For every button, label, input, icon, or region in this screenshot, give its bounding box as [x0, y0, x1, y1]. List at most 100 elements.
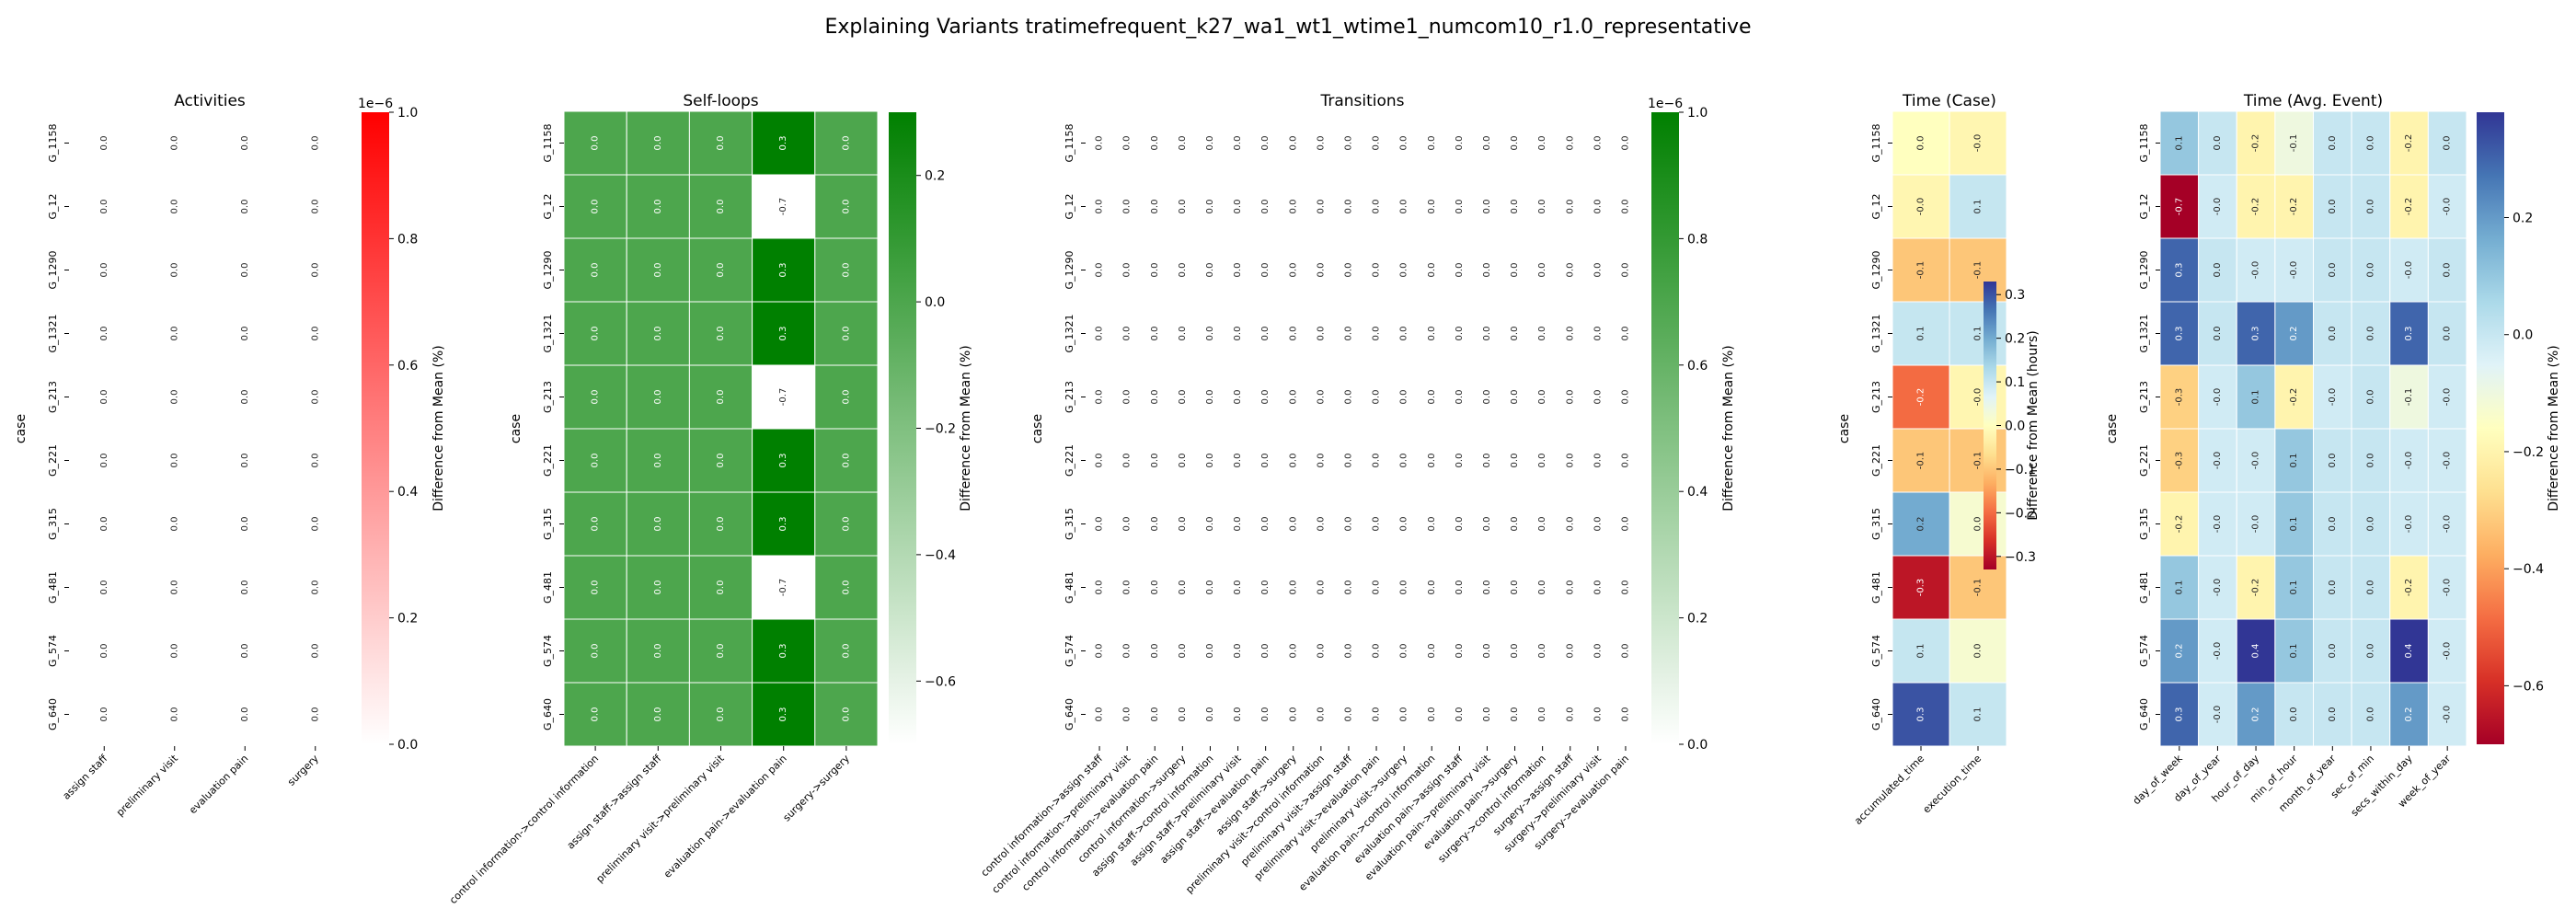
cell-label: 0.0 — [1482, 644, 1492, 659]
heatmap-cell — [1501, 555, 1530, 620]
heatmap-cell — [2427, 555, 2467, 620]
cell-label: 0.2 — [2251, 707, 2261, 722]
cell-label: 0.0 — [1510, 517, 1520, 532]
cell-label: 0.0 — [1620, 581, 1630, 595]
cell-label: 0.0 — [1482, 390, 1492, 405]
heatmap-cell — [1611, 491, 1640, 557]
heatmap-cell — [2351, 301, 2391, 366]
heatmap-cell — [1949, 110, 2007, 176]
cell-label: 0.2 — [2289, 327, 2299, 341]
cell-label: 0.0 — [99, 517, 109, 532]
cell-label: 0.0 — [240, 644, 250, 659]
cell-label: 0.0 — [841, 263, 851, 278]
heatmap-cell — [1362, 428, 1391, 493]
cell-label: -0.7 — [778, 198, 788, 216]
cell-label: 0.0 — [1593, 327, 1603, 341]
heatmap-cell — [1334, 364, 1363, 430]
heatmap-cell — [2159, 618, 2200, 684]
colorbar-tick-label: 0.6 — [397, 359, 418, 374]
heatmap-cell — [1140, 110, 1169, 176]
y-tick-label: G_1321 — [542, 314, 554, 352]
colorbar-tick-label: −0.6 — [925, 674, 956, 689]
cell-label: -0.0 — [2251, 452, 2261, 470]
cell-label: 0.0 — [2328, 581, 2338, 595]
cell-label: 0.0 — [1620, 644, 1630, 659]
cell-label: 0.4 — [2404, 644, 2414, 659]
cell-label: 0.0 — [591, 644, 601, 659]
heatmap-cell — [139, 237, 211, 303]
heatmap-cell — [626, 428, 690, 493]
cell-label: 0.0 — [1122, 200, 1133, 214]
heatmap-cell — [1417, 301, 1446, 366]
heatmap-cell — [1949, 301, 2007, 366]
heatmap-cell — [1444, 618, 1474, 684]
heatmap-cell — [1306, 618, 1336, 684]
heatmap-cell — [2274, 491, 2314, 557]
heatmap-cell — [1167, 237, 1197, 303]
cell-label: 0.0 — [1620, 263, 1630, 278]
cell-label: 0.0 — [2365, 454, 2375, 468]
cell-label: 0.0 — [841, 136, 851, 151]
cell-label: 0.0 — [841, 517, 851, 532]
cell-label: 0.0 — [240, 263, 250, 278]
cell-label: 0.0 — [310, 327, 320, 341]
cell-label: 0.0 — [1372, 200, 1382, 214]
heatmap-cell — [280, 682, 351, 747]
cell-label: 0.0 — [716, 454, 726, 468]
y-tick-label: G_12 — [2138, 193, 2150, 219]
heatmap-cell — [68, 555, 140, 620]
cell-label: 0.0 — [240, 390, 250, 405]
heatmap-cell — [1611, 301, 1640, 366]
heatmap-cell — [1501, 237, 1530, 303]
cell-label: 0.0 — [1455, 327, 1465, 341]
colorbar — [362, 112, 389, 744]
cell-label: 0.0 — [169, 327, 179, 341]
cell-label: 0.0 — [1537, 644, 1547, 659]
heatmap-cell — [1362, 555, 1391, 620]
cell-label: 0.0 — [1316, 644, 1326, 659]
cell-label: 0.3 — [2404, 327, 2414, 341]
y-tick-label: G_12 — [542, 193, 554, 219]
cell-label: 0.0 — [841, 327, 851, 341]
cell-label: 0.0 — [169, 517, 179, 532]
heatmap-cell — [209, 364, 281, 430]
cell-label: -0.1 — [1973, 261, 1984, 280]
y-tick-label: G_481 — [1064, 571, 1075, 604]
cell-label: -0.7 — [778, 388, 788, 407]
heatmap-cell — [563, 364, 627, 430]
heatmap-cell — [2159, 237, 2200, 303]
cell-label: 0.2 — [2404, 707, 2414, 722]
heatmap-panel-0: Activities 0.0 0.0 0.0 0.0 0.0 0.0 0.0 0.0 0.0 0.0… — [14, 92, 446, 819]
cell-label: 0.0 — [1565, 327, 1575, 341]
cell-label: 0.0 — [99, 263, 109, 278]
colorbar-tick-label: −0.4 — [925, 548, 956, 563]
heatmap-cell — [563, 555, 627, 620]
cell-label: 0.0 — [1122, 581, 1133, 595]
panel-title: Activities — [174, 92, 246, 110]
heatmap-cell — [209, 682, 281, 747]
y-tick-label: G_315 — [2138, 508, 2150, 540]
heatmap-cell — [814, 174, 879, 239]
heatmap-cell — [1583, 237, 1613, 303]
colorbar-tick-label: −0.3 — [2005, 550, 2036, 565]
heatmap-cell — [1279, 618, 1308, 684]
y-tick-label: G_1290 — [1870, 250, 1882, 289]
y-tick-label: G_640 — [542, 698, 554, 730]
x-tick-label: accumulated_time — [1852, 753, 1926, 827]
cell-label: 0.0 — [2328, 517, 2338, 532]
cell-label: 0.0 — [716, 644, 726, 659]
heatmap-cell — [1949, 174, 2007, 239]
y-tick-label: G_221 — [1064, 444, 1075, 477]
cell-label: -0.2 — [2251, 579, 2261, 597]
cell-label: 0.0 — [310, 707, 320, 722]
cell-label: 0.0 — [1095, 200, 1105, 214]
heatmap-cell — [1140, 301, 1169, 366]
cell-label: 0.0 — [1316, 454, 1326, 468]
heatmap-cell — [1528, 491, 1558, 557]
cell-label: 0.1 — [2174, 136, 2184, 151]
cell-label: -0.0 — [2213, 642, 2223, 661]
heatmap-cell — [814, 682, 879, 747]
heatmap-cell — [1611, 618, 1640, 684]
cell-label: 0.0 — [1973, 644, 1984, 659]
cell-label: 0.0 — [1537, 390, 1547, 405]
